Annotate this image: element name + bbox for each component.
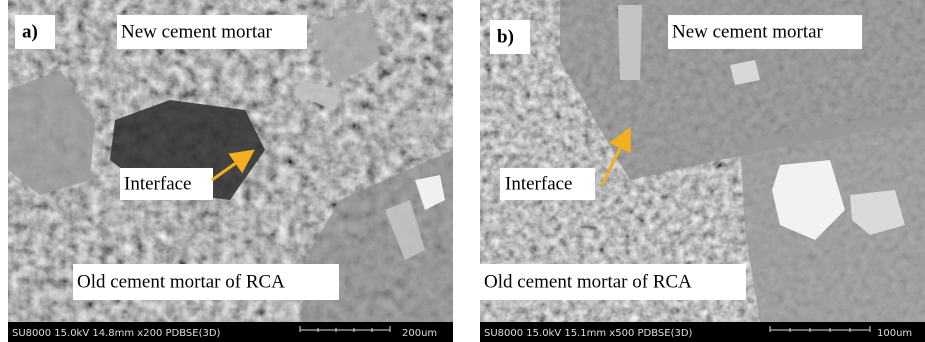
figure: a) New cement mortar Interface Old cemen… [0, 0, 925, 342]
info-text: SU8000 15.0kV 15.1mm x500 PDBSE(3D) [484, 328, 693, 339]
info-text: SU8000 15.0kV 14.8mm x200 PDBSE(3D) [12, 328, 221, 339]
annotation: Old cement mortar of RCA [484, 271, 692, 292]
annotation: Old cement mortar of RCA [77, 271, 285, 292]
panel-label: a) [22, 21, 38, 42]
annotation: New cement mortar [121, 21, 273, 42]
annotation: Interface [124, 173, 192, 194]
scale-label: 100um [877, 328, 912, 339]
annotation: New cement mortar [672, 21, 824, 42]
scale-label: 200um [402, 328, 437, 339]
annotation: Interface [505, 173, 573, 194]
panel-label: b) [497, 26, 514, 47]
